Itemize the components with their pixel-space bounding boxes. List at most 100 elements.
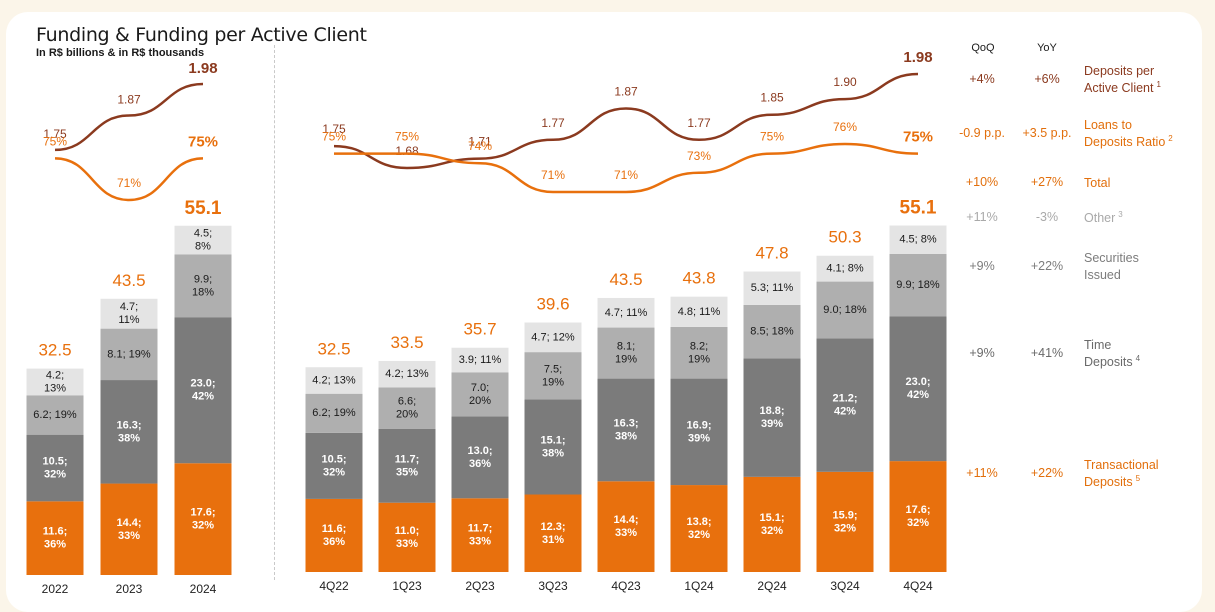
time-label-line2: Deposits [1084, 355, 1133, 369]
loans-to-deposits-point-label: 75% [43, 135, 67, 149]
deposits-per-client-point-label: 1.90 [833, 75, 857, 89]
bar-label-transactional: 15.9; 32% [832, 509, 857, 534]
deposits-per-client-point-label: 1.85 [760, 91, 784, 105]
bar-label-other: 4.7; 11% [605, 307, 648, 319]
bar-label-other: 4.1; 8% [826, 263, 864, 275]
deposits-per-client-point-label: 1.87 [614, 85, 638, 99]
bar-time [670, 378, 728, 486]
bar-label-transactional: 11.6; 36% [322, 523, 346, 548]
bar-label-securities: 7.0; 20% [469, 382, 491, 407]
bar-time [305, 432, 363, 499]
x-tick-label: 4Q24 [903, 579, 933, 593]
bar-transactional [816, 471, 874, 572]
bar-transactional [305, 498, 363, 572]
bar-label-transactional: 15.1; 32% [759, 512, 784, 537]
total-label: 43.5 [609, 270, 642, 289]
deposits-per-client-line [333, 72, 919, 170]
bar-label-securities: 9.9; 18% [896, 279, 940, 291]
loans_to_deposits-label: Loans to Deposits Ratio 2 [1084, 117, 1173, 151]
x-tick-label: 2Q23 [465, 579, 495, 593]
securities-label-line2: Issued [1084, 268, 1121, 282]
bar-label-other: 4.7; 11% [118, 301, 139, 326]
bar-label-transactional: 17.6; 32% [905, 504, 930, 529]
bar-transactional [743, 476, 801, 572]
bar-other [670, 296, 728, 327]
bar-time [100, 380, 158, 484]
bar-transactional [100, 483, 158, 575]
bar-time [451, 416, 509, 499]
loans-to-deposits-point-label: 75% [188, 133, 218, 150]
total-label: 32.5 [38, 341, 71, 360]
bar-securities [889, 253, 947, 317]
bar-securities [816, 281, 874, 339]
bar-label-time: 16.3; 38% [613, 417, 638, 442]
deposits_per_client-qoq: +4% [969, 72, 995, 86]
deposits_per_client-footnote-marker: 1 [1156, 79, 1161, 89]
time-yoy: +41% [1030, 346, 1064, 360]
bar-label-transactional: 12.3; 31% [540, 521, 565, 546]
total-label: 50.3 [828, 228, 861, 247]
chart-subtitle: In R$ billions & in R$ thousands [36, 47, 205, 59]
chart-title: Funding & Funding per Active Client [36, 24, 367, 46]
bar-other [174, 225, 232, 255]
total-label: 39.6 [536, 295, 569, 314]
qoq-header: QoQ [971, 42, 995, 54]
loans-to-deposits-point-label: 73% [687, 149, 711, 163]
bar-label-transactional: 14.4; 33% [613, 514, 638, 539]
bar-label-time: 15.1; 38% [540, 434, 565, 459]
bar-other [889, 225, 947, 254]
transactional-qoq: +11% [966, 466, 998, 480]
bar-label-time: 13.0; 36% [467, 445, 492, 470]
loans-to-deposits-point-label: 75% [395, 130, 419, 144]
x-tick-label: 2023 [116, 582, 143, 596]
total-label: Total [1084, 175, 1110, 192]
bar-label-transactional: 11.6; 36% [43, 526, 67, 551]
bar-label-other: 5.3; 11% [751, 282, 794, 294]
other-label: Other 3 [1084, 210, 1123, 227]
total-label: 47.8 [755, 244, 788, 263]
bar-label-time: 18.8; 39% [759, 405, 784, 430]
total-label: 33.5 [390, 333, 423, 352]
other-yoy: -3% [1035, 210, 1059, 224]
bar-securities [524, 352, 582, 400]
bar-label-other: 4.5; 8% [194, 227, 212, 252]
bar-label-transactional: 17.6; 32% [190, 507, 215, 532]
bar-securities [26, 395, 84, 435]
bar-label-transactional: 14.4; 33% [116, 517, 141, 542]
bar-transactional [597, 481, 655, 572]
bar-time [524, 399, 582, 495]
bar-other [816, 255, 874, 282]
transactional-label-line1: Transactional [1084, 458, 1159, 472]
transactional-footnote-marker: 5 [1135, 473, 1141, 483]
total-label-line1: Total [1084, 176, 1111, 190]
bar-transactional [524, 494, 582, 572]
bar-securities [305, 393, 363, 433]
deposits_per_client-label-line1: Deposits per [1084, 64, 1155, 78]
total-label: 55.1 [185, 198, 222, 219]
bar-label-transactional: 11.7; 33% [468, 523, 492, 548]
bar-label-other: 4.8; 11% [678, 306, 721, 318]
time-qoq: +9% [969, 346, 995, 360]
bar-label-time: 21.2; 42% [832, 392, 857, 417]
other-label-line1: Other 3 [1084, 209, 1123, 225]
bar-label-other: 4.2; 13% [44, 369, 66, 394]
bar-securities [100, 328, 158, 381]
bar-label-transactional: 11.0; 33% [395, 525, 419, 550]
total-label: 35.7 [463, 320, 496, 339]
bar-transactional [451, 498, 509, 572]
loans-to-deposits-point-label: 75% [903, 129, 933, 146]
bar-time [889, 316, 947, 462]
deposits_per_client-label: Deposits per Active Client 1 [1084, 63, 1161, 97]
bar-other [378, 360, 436, 388]
bar-time [597, 378, 655, 482]
securities-label-line1: Securities [1084, 251, 1139, 265]
transactional-yoy: +22% [1030, 466, 1064, 480]
bar-securities [378, 387, 436, 429]
x-tick-label: 3Q24 [830, 579, 860, 593]
securities-yoy: +22% [1030, 259, 1064, 273]
bar-other [451, 347, 509, 373]
loans-to-deposits-point-label: 76% [833, 120, 857, 134]
loans-to-deposits-point-label: 71% [541, 168, 565, 182]
x-tick-label: 1Q24 [684, 579, 714, 593]
bar-other [26, 368, 84, 396]
